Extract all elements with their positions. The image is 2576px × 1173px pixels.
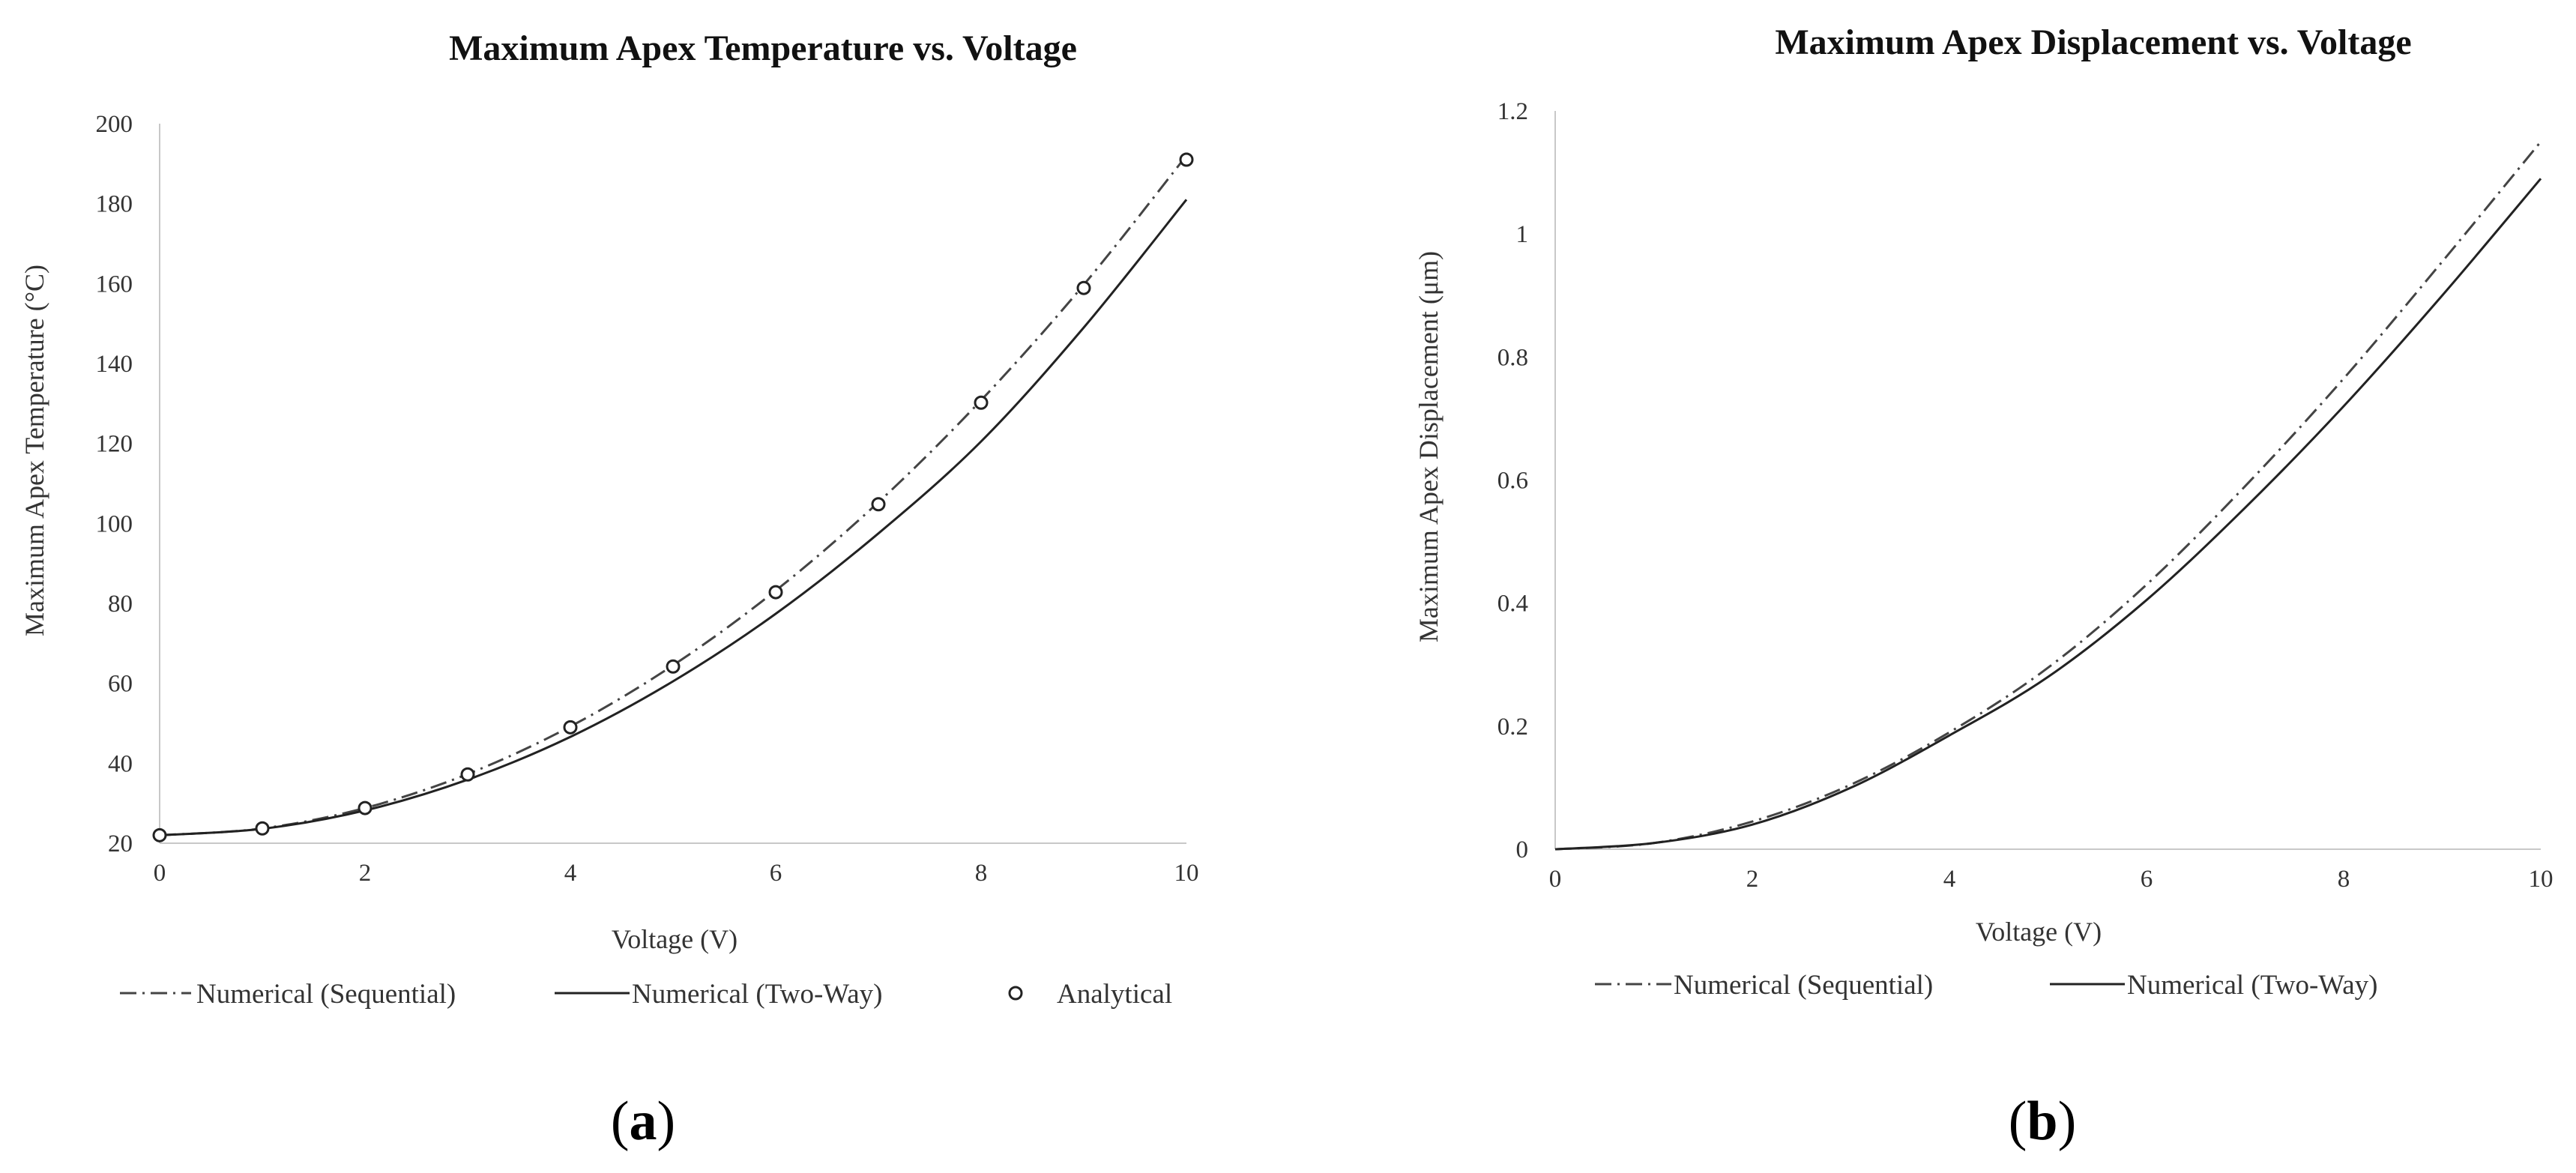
x-axis: 0 2 4 6 8 10 <box>154 842 1199 887</box>
y-tick-label: 180 <box>96 191 133 218</box>
y-tick-label: 0.2 <box>1497 714 1528 741</box>
x-axis-title: Voltage (V) <box>612 924 737 954</box>
y-tick-label: 100 <box>96 510 133 537</box>
legend-item-two-way: Numerical (Two-Way) <box>2050 970 2377 1001</box>
y-tick-label: 40 <box>108 750 133 777</box>
legend-label-analytical: Analytical <box>1057 979 1172 1010</box>
legend-label-sequential: Numerical (Sequential) <box>196 979 456 1010</box>
chart-title: Maximum Apex Temperature vs. Voltage <box>449 28 1077 68</box>
temperature-chart: Maximum Apex Temperature vs. Voltage Max… <box>19 28 1199 1152</box>
legend-item-sequential: Numerical (Sequential) <box>1595 970 1933 1001</box>
legend-label-two-way: Numerical (Two-Way) <box>632 979 882 1010</box>
data-point <box>358 800 372 815</box>
y-axis: 20 40 60 80 100 120 140 160 180 200 <box>96 111 160 857</box>
data-point <box>974 395 989 410</box>
data-point <box>666 659 681 674</box>
y-tick-label: 200 <box>96 111 133 138</box>
series-line <box>159 199 1188 836</box>
y-axis: 0 0.2 0.4 0.6 0.8 1 1.2 <box>1497 98 1556 863</box>
x-tick-label: 4 <box>564 860 577 887</box>
legend-item-analytical: Analytical <box>1008 979 1172 1010</box>
x-tick-label: 2 <box>1746 866 1759 893</box>
y-tick-label: 160 <box>96 271 133 298</box>
data-point <box>152 827 167 842</box>
y-tick-label: 1 <box>1516 221 1529 248</box>
x-axis: 0 2 4 6 8 10 <box>1549 848 2554 893</box>
plot-area <box>152 152 1194 842</box>
panel-label-letter: a <box>630 1091 657 1152</box>
data-point <box>768 585 783 600</box>
data-point <box>1076 280 1091 295</box>
x-tick-label: 0 <box>154 860 166 887</box>
panel-label-close: ) <box>657 1091 676 1152</box>
x-tick-label: 6 <box>2141 866 2153 893</box>
legend-item-two-way: Numerical (Two-Way) <box>555 979 882 1010</box>
series-line <box>1554 178 2542 851</box>
plot-area <box>1554 141 2542 851</box>
x-tick-label: 10 <box>2529 866 2554 893</box>
x-tick-label: 0 <box>1549 866 1562 893</box>
y-tick-label: 20 <box>108 830 133 857</box>
y-tick-label: 0 <box>1516 836 1529 863</box>
y-tick-label: 0.4 <box>1497 591 1528 618</box>
data-point <box>1179 152 1194 167</box>
legend-item-sequential: Numerical (Sequential) <box>120 979 456 1010</box>
y-tick-label: 120 <box>96 431 133 458</box>
panel-label-close: ) <box>2058 1091 2077 1152</box>
y-axis-title: Maximum Apex Displacement (μm) <box>1414 251 1444 642</box>
y-tick-label: 140 <box>96 351 133 378</box>
displacement-chart: Maximum Apex Displacement vs. Voltage Ma… <box>1414 22 2554 1152</box>
legend-label-two-way: Numerical (Two-Way) <box>2127 970 2377 1001</box>
legend-label-sequential: Numerical (Sequential) <box>1674 970 1933 1001</box>
y-tick-label: 0.6 <box>1497 468 1528 495</box>
data-point <box>871 497 886 512</box>
data-point <box>255 821 270 836</box>
x-axis-title: Voltage (V) <box>1976 917 2102 947</box>
x-tick-label: 8 <box>2338 866 2350 893</box>
data-point <box>460 767 475 782</box>
x-tick-label: 6 <box>770 860 782 887</box>
y-tick-label: 1.2 <box>1497 98 1528 125</box>
y-tick-label: 0.8 <box>1497 344 1528 371</box>
chart-title: Maximum Apex Displacement vs. Voltage <box>1775 22 2411 62</box>
data-point <box>563 720 578 735</box>
panel-label-letter: b <box>2027 1091 2057 1152</box>
x-tick-label: 8 <box>975 860 988 887</box>
legend: Numerical (Sequential) Numerical (Two-Wa… <box>1595 970 2377 1001</box>
x-tick-label: 10 <box>1174 860 1199 887</box>
series-line <box>159 154 1188 836</box>
panel-label-b: (b) <box>2009 1091 2076 1152</box>
panel-label-open: ( <box>2009 1091 2027 1152</box>
legend-marker-analytical <box>1008 986 1023 1001</box>
series-line <box>1554 141 2542 851</box>
y-tick-label: 80 <box>108 591 133 618</box>
legend: Numerical (Sequential) Numerical (Two-Wa… <box>120 979 1172 1010</box>
panel-label-open: ( <box>611 1091 630 1152</box>
x-tick-label: 4 <box>1943 866 1956 893</box>
x-tick-label: 2 <box>359 860 372 887</box>
y-tick-label: 60 <box>108 671 133 698</box>
panel-label-a: (a) <box>611 1091 675 1152</box>
y-axis-title: Maximum Apex Temperature (°C) <box>19 265 49 636</box>
